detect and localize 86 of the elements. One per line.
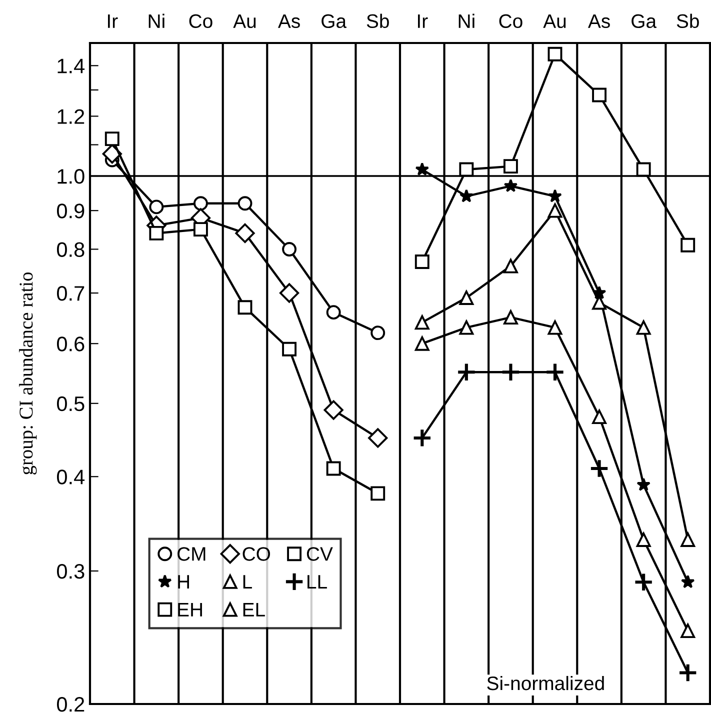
point: [545, 362, 565, 382]
y-tick-label: 0.6: [56, 336, 84, 352]
point: [193, 222, 208, 237]
x-tick-label: Au: [233, 14, 256, 28]
y-axis-title: group: CI abundance ratio: [19, 272, 37, 474]
x-tick-label: Sb: [366, 14, 389, 28]
point: [678, 662, 698, 683]
y-tick-label: 0.5: [56, 396, 84, 412]
point: [326, 461, 341, 476]
point: [500, 362, 521, 382]
point: [634, 572, 654, 592]
x-tick-label: Sb: [676, 14, 699, 28]
legend-label: LL: [308, 575, 327, 589]
y-tick-label: 0.8: [56, 242, 84, 257]
point: [324, 400, 344, 420]
x-tick-label: Ga: [632, 14, 657, 28]
x-tick-label: Ir: [418, 14, 428, 28]
point: [548, 203, 562, 218]
point: [459, 162, 474, 177]
point: [238, 300, 252, 315]
point: [503, 159, 518, 174]
point: [636, 162, 651, 177]
point: [460, 189, 474, 202]
legend-label: CM: [178, 547, 206, 561]
point: [680, 238, 696, 252]
x-tick-label: Co: [189, 14, 212, 28]
point: [412, 428, 432, 448]
point: [592, 295, 607, 310]
point: [456, 362, 476, 382]
point: [592, 410, 607, 424]
point: [636, 532, 651, 547]
x-tick-label: Ga: [322, 14, 347, 28]
point: [282, 342, 297, 356]
point: [279, 283, 300, 303]
point: [548, 189, 562, 202]
y-tick-label: 1.4: [58, 58, 85, 74]
x-tick-label: Ir: [108, 14, 118, 28]
point: [370, 326, 386, 340]
legend-label: L: [243, 575, 252, 589]
x-tick-label: Ni: [458, 14, 474, 28]
point: [104, 132, 120, 146]
point: [548, 46, 562, 62]
point: [592, 88, 607, 102]
y-tick-label: 0.2: [56, 697, 84, 712]
point: [680, 532, 696, 547]
point: [370, 486, 386, 501]
point: [680, 624, 696, 638]
point: [548, 320, 562, 335]
point: [414, 315, 430, 330]
point: [459, 320, 474, 335]
legend-label: EH: [178, 602, 202, 616]
point: [235, 223, 255, 244]
y-tick-label: 0.9: [56, 204, 84, 218]
x-tick-label: Co: [499, 14, 522, 28]
point: [503, 258, 518, 274]
point: [414, 336, 430, 351]
x-tick-label: Ni: [148, 14, 164, 28]
point: [326, 305, 341, 320]
point: [368, 428, 388, 448]
point: [415, 162, 430, 176]
point: [149, 200, 164, 214]
point: [149, 226, 164, 240]
point: [282, 242, 297, 256]
point: [680, 574, 695, 588]
y-tick-label: 0.4: [56, 470, 85, 484]
point: [459, 290, 474, 305]
x-tick-label: As: [278, 14, 300, 28]
annotation: Si-normalized: [487, 676, 604, 690]
point: [636, 320, 651, 335]
point: [636, 478, 650, 491]
point: [238, 196, 252, 211]
y-tick-label: 1.0: [58, 169, 84, 184]
y-tick-label: 0.7: [56, 286, 84, 301]
y-tick-label: 0.3: [56, 564, 84, 579]
legend-label: CV: [306, 547, 333, 561]
point: [589, 458, 610, 478]
point: [503, 310, 518, 325]
point: [193, 196, 208, 211]
legend-label: H: [178, 575, 189, 589]
legend-label: CO: [242, 547, 270, 561]
y-tick-label: 1.2: [58, 109, 84, 124]
x-tick-label: Au: [543, 14, 566, 28]
point: [414, 254, 430, 269]
x-tick-label: As: [588, 14, 610, 28]
point: [504, 178, 518, 192]
legend-label: EL: [243, 602, 265, 616]
